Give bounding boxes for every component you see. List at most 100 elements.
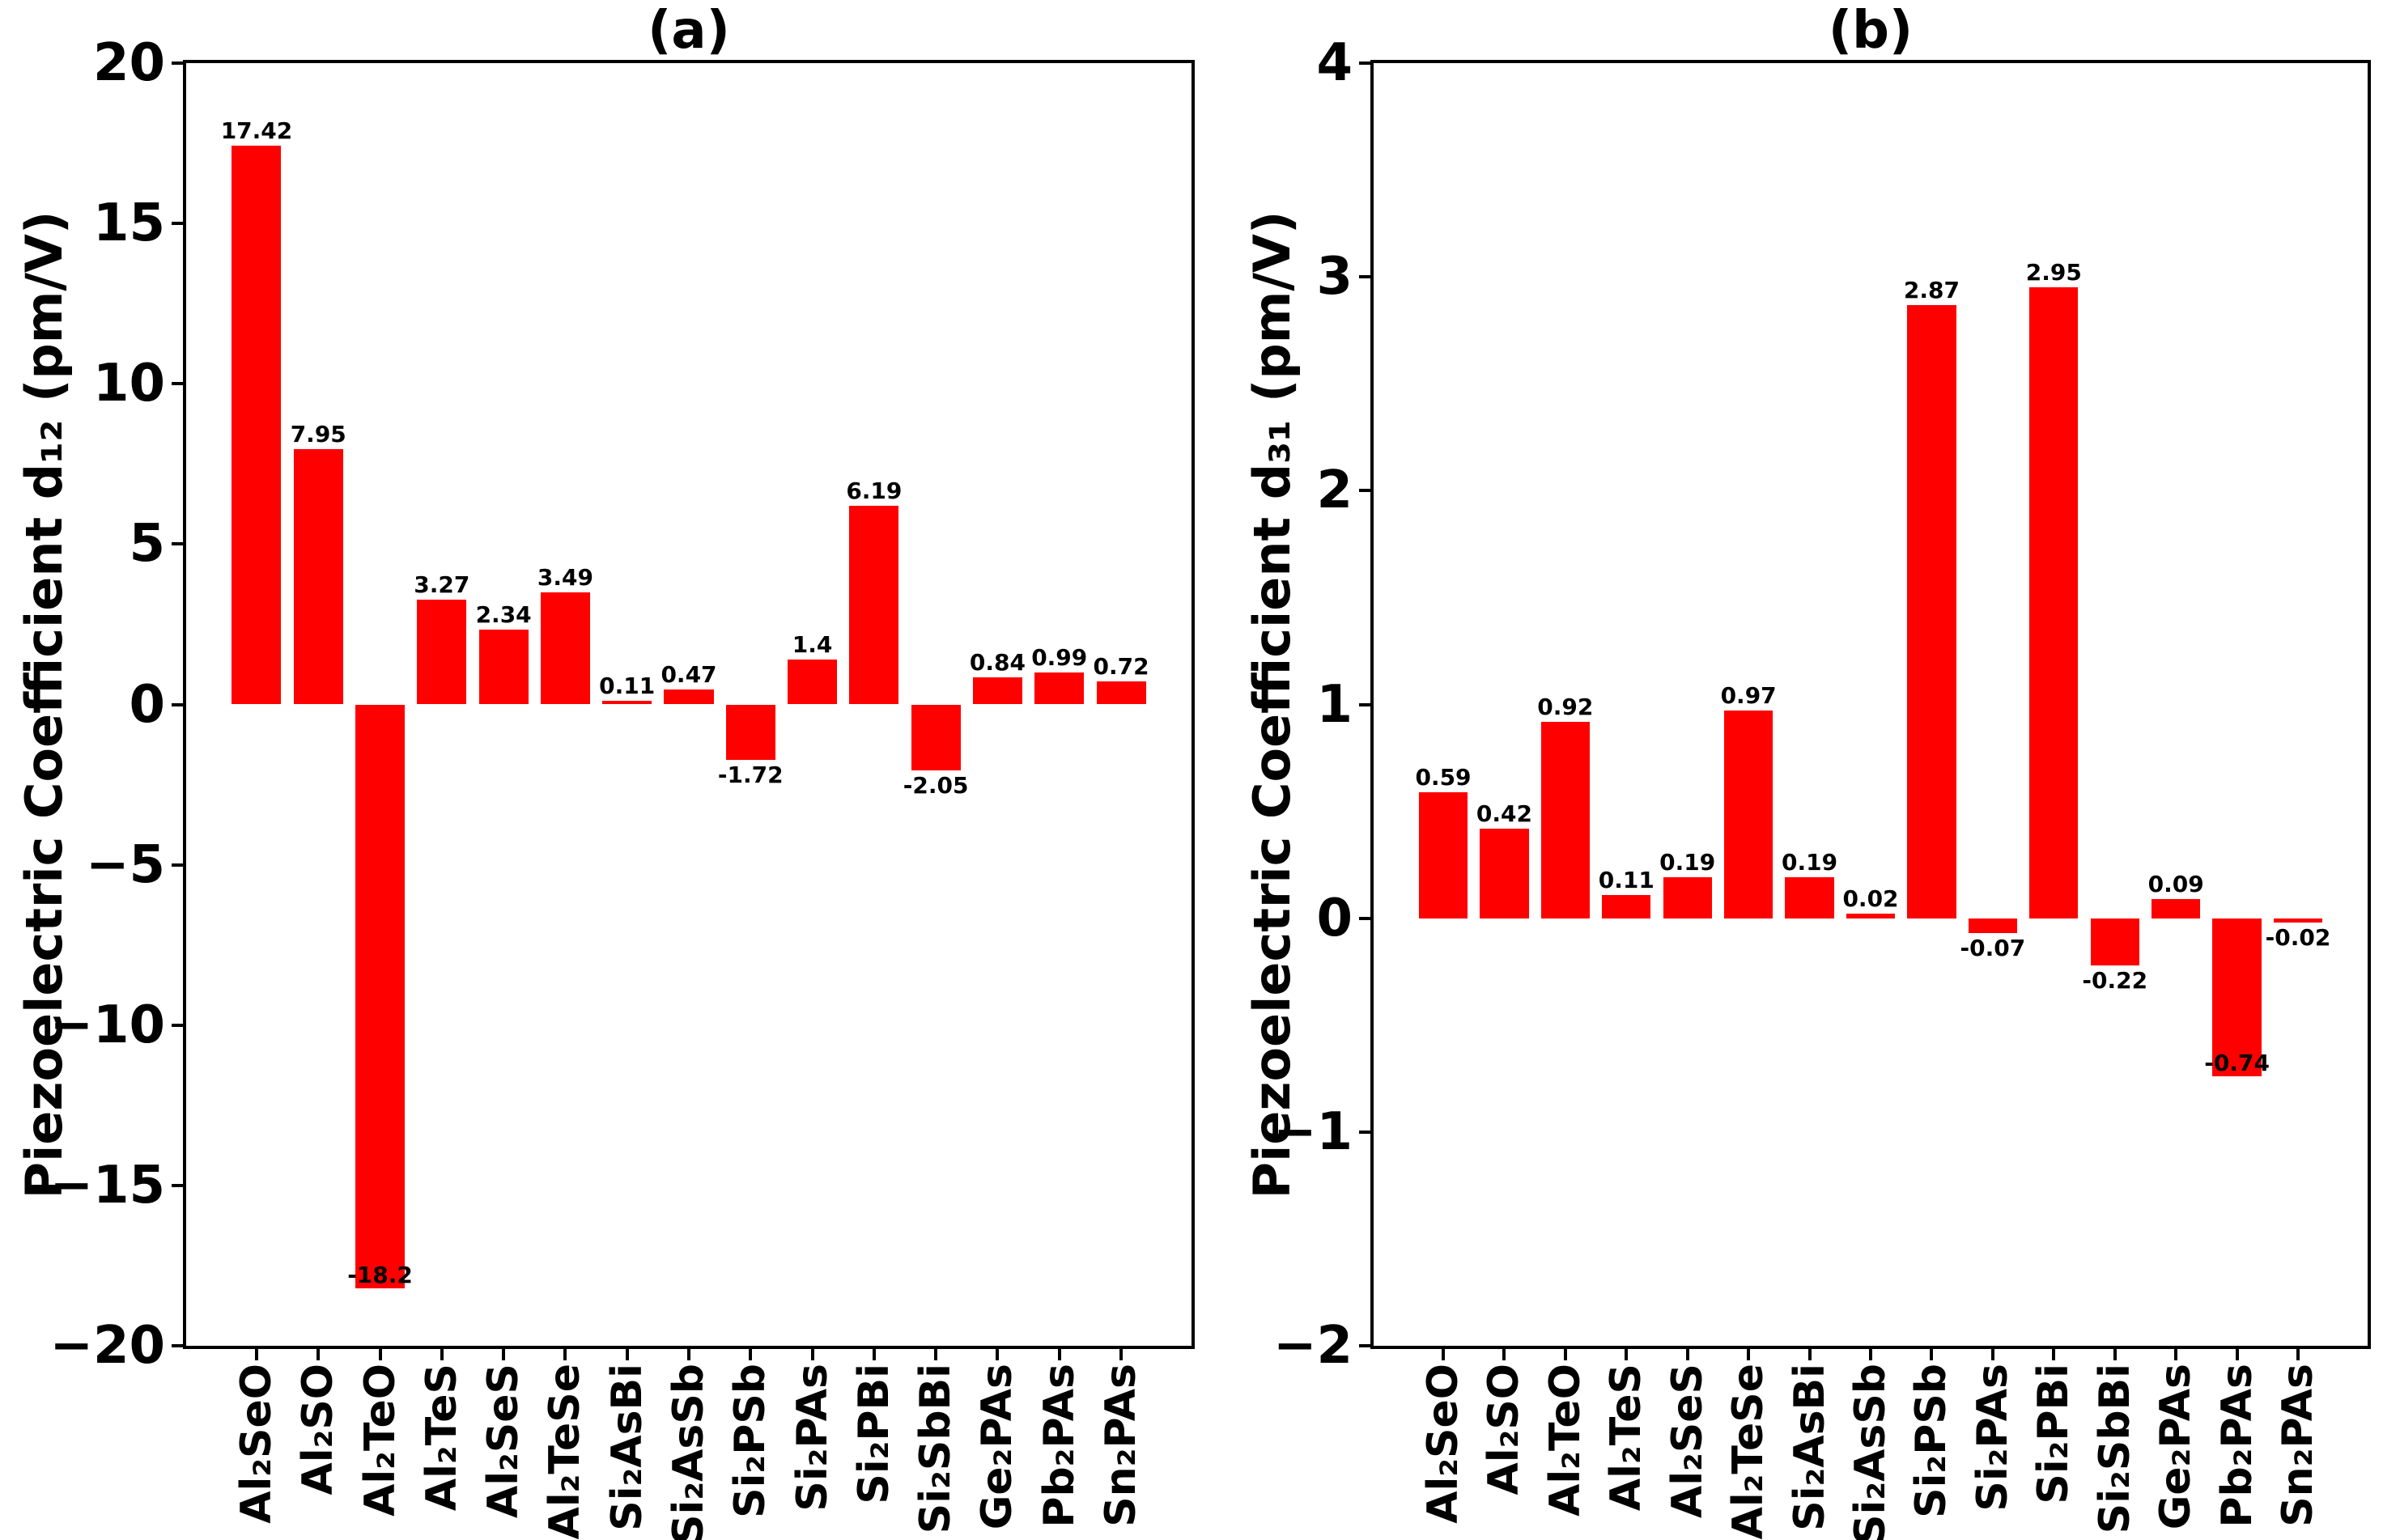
y-tick: [1359, 702, 1370, 706]
x-tick: [316, 1349, 321, 1360]
x-tick-label: Al₂TeSe: [541, 1364, 590, 1540]
x-tick: [1441, 1349, 1445, 1360]
x-tick: [1869, 1349, 1872, 1360]
x-tick: [1747, 1349, 1751, 1360]
bar-value-label: 3.49: [537, 564, 593, 592]
x-tick: [687, 1349, 690, 1360]
x-tick-label: Si₂PSb: [726, 1364, 775, 1518]
bar-value-label: 0.99: [1031, 644, 1088, 672]
bar: [1602, 894, 1651, 918]
y-tick: [1359, 1130, 1370, 1134]
y-tick: [1359, 489, 1370, 493]
x-tick-label: Si₂SbBi: [2090, 1364, 2139, 1534]
x-tick: [2052, 1349, 2056, 1360]
bar: [1907, 304, 1956, 918]
bar-value-label: 6.19: [846, 477, 903, 505]
bar-value-label: 3.27: [414, 571, 470, 598]
bar-value-label: -18.2: [347, 1261, 413, 1288]
bar-value-label: -0.07: [1960, 935, 2026, 962]
x-tick-label: Si₂AsBi: [1785, 1364, 1834, 1531]
x-tick-label: Al₂SO: [1480, 1364, 1529, 1495]
bar: [972, 677, 1022, 705]
bar-value-label: 0.09: [2147, 870, 2204, 897]
bar-value-label: 0.11: [599, 672, 656, 700]
bar-value-label: 17.42: [220, 117, 293, 145]
y-tick-label: 4: [1316, 33, 1353, 93]
panel-b-title: (b): [1828, 1, 1914, 61]
bar: [1663, 877, 1712, 918]
x-tick: [1625, 1349, 1629, 1360]
bar-value-label: 7.95: [290, 421, 346, 448]
bar-value-label: 0.59: [1415, 763, 1472, 791]
x-tick-label: Al₂SeO: [232, 1364, 281, 1524]
bar: [355, 704, 406, 1288]
bar-value-label: 0.19: [1659, 849, 1716, 876]
x-tick: [810, 1349, 814, 1360]
x-tick: [2174, 1349, 2178, 1360]
bar: [602, 701, 652, 705]
bar: [2029, 287, 2079, 918]
y-tick-label: −5: [85, 834, 165, 895]
y-tick: [172, 702, 183, 706]
bar: [2090, 918, 2139, 965]
x-tick-label: Si₂AsSb: [1846, 1364, 1895, 1540]
bar: [1540, 721, 1591, 918]
y-tick: [172, 62, 183, 65]
x-tick-label: Al₂SeS: [479, 1364, 529, 1519]
x-tick-label: Si₂AsBi: [602, 1364, 652, 1531]
y-tick: [172, 1183, 183, 1187]
bar-value-label: 0.84: [969, 649, 1026, 677]
x-tick: [2296, 1349, 2300, 1360]
y-tick-label: −2: [1272, 1316, 1353, 1376]
x-tick-label: Si₂PAs: [788, 1364, 837, 1512]
bar-value-label: 2.95: [2025, 259, 2082, 286]
x-tick: [1807, 1349, 1812, 1360]
x-tick: [1990, 1349, 1994, 1360]
bar-value-label: 0.72: [1093, 652, 1149, 680]
x-tick-label: Si₂PBi: [2029, 1364, 2079, 1504]
x-tick-label: Pb₂PAs: [1034, 1364, 1084, 1528]
x-tick-label: Al₂TeO: [1540, 1364, 1590, 1517]
x-tick: [934, 1349, 938, 1360]
y-tick-label: 0: [1316, 888, 1353, 948]
bar-value-label: -0.02: [2265, 923, 2331, 951]
bar: [2273, 918, 2323, 923]
x-tick-label: Al₂TeO: [355, 1364, 405, 1517]
x-tick: [996, 1349, 1000, 1360]
bar-value-label: 0.19: [1782, 849, 1838, 876]
x-tick-label: Pb₂PAs: [2212, 1364, 2262, 1528]
x-tick-label: Al₂SeS: [1663, 1364, 1712, 1519]
bar: [2212, 918, 2262, 1077]
bar-value-label: 1.4: [792, 631, 833, 659]
bar-value-label: 0.47: [661, 660, 717, 688]
bar-value-label: 2.87: [1903, 276, 1960, 303]
x-tick-label: Ge₂PAs: [973, 1364, 1022, 1530]
x-tick-label: Si₂PBi: [849, 1364, 898, 1504]
y-tick: [172, 542, 183, 546]
bar: [911, 704, 961, 770]
y-tick-label: 3: [1316, 247, 1353, 308]
bar: [788, 660, 838, 705]
bar: [1096, 681, 1146, 705]
x-tick: [1057, 1349, 1061, 1360]
bar-value-label: -1.72: [717, 761, 784, 788]
bar: [1418, 791, 1468, 918]
y-tick: [1359, 62, 1370, 65]
x-tick-label: Ge₂PAs: [2151, 1364, 2201, 1530]
x-tick: [1563, 1349, 1567, 1360]
bar: [1034, 672, 1085, 705]
y-tick: [172, 863, 183, 867]
bar-value-label: 2.34: [475, 600, 532, 628]
x-tick-label: Al₂TeS: [1602, 1364, 1651, 1512]
x-tick: [1930, 1349, 1934, 1360]
bar-value-label: -2.05: [903, 771, 969, 799]
bar-value-label: 0.42: [1476, 800, 1532, 827]
y-tick-label: 20: [92, 33, 165, 93]
bar: [1480, 828, 1529, 918]
bar-value-label: 0.97: [1720, 682, 1777, 710]
x-tick: [872, 1349, 876, 1360]
x-tick: [2113, 1349, 2117, 1360]
x-tick: [1685, 1349, 1689, 1360]
x-tick-label: Al₂SeO: [1419, 1364, 1468, 1524]
